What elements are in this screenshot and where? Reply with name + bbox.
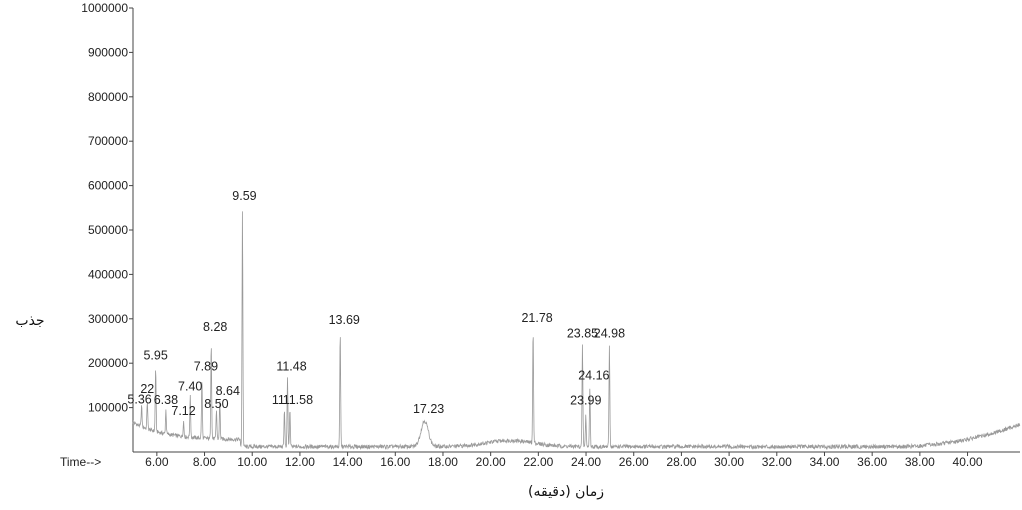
peak-label: 6.38: [154, 393, 178, 407]
peak-label: 23.85: [567, 326, 598, 340]
x-tick-label: 10.00: [237, 455, 267, 469]
x-tick-label: 22.00: [523, 455, 553, 469]
x-tick-label: 14.00: [333, 455, 363, 469]
x-tick-label: 12.00: [285, 455, 315, 469]
peak-label: 7.89: [194, 360, 218, 374]
peak-label: 5.36: [127, 392, 151, 406]
y-tick-label: 400000: [88, 267, 128, 281]
x-tick-label: 26.00: [619, 455, 649, 469]
x-tick-label: 16.00: [380, 455, 410, 469]
peak-label: 9.59: [232, 189, 256, 203]
y-tick-label: 500000: [88, 223, 128, 237]
chromatogram-trace: [132, 211, 1021, 451]
peak-label: 7.40: [178, 380, 202, 394]
x-tick-label: 34.00: [809, 455, 839, 469]
peak-label: 22: [140, 382, 154, 396]
y-tick-label: 1000000: [81, 1, 128, 15]
x-axis-prefix: Time-->: [60, 455, 101, 469]
x-tick-label: 36.00: [857, 455, 887, 469]
y-tick-label: 700000: [88, 134, 128, 148]
x-tick-label: 18.00: [428, 455, 458, 469]
y-tick-label: 200000: [88, 356, 128, 370]
x-tick-label: 30.00: [714, 455, 744, 469]
x-tick-label: 40.00: [953, 455, 983, 469]
x-axis-ticks: 6.00 8.00 10.00 12.00 14.00 16.00 18.00 20.00 22…: [145, 452, 983, 469]
y-axis-title: جذب: [15, 313, 44, 329]
peak-label: 13.69: [329, 313, 360, 327]
y-tick-label: 300000: [88, 312, 128, 326]
x-tick-label: 24.00: [571, 455, 601, 469]
x-tick-label: 32.00: [762, 455, 792, 469]
x-axis-title: زمان (دقیقه): [528, 484, 604, 500]
peak-label: 21.78: [521, 311, 552, 325]
peak-label: 24.98: [594, 326, 625, 340]
y-tick-label: 900000: [88, 45, 128, 59]
chart-axes: [132, 8, 1020, 453]
x-tick-label: 38.00: [905, 455, 935, 469]
peak-label: 8.28: [203, 320, 227, 334]
x-tick-label: 6.00: [145, 455, 169, 469]
peak-label: 24.16: [578, 369, 609, 383]
peak-label: 17.23: [413, 402, 444, 416]
y-tick-label: 800000: [88, 90, 128, 104]
peak-label: 11.48: [276, 360, 306, 374]
x-tick-label: 28.00: [666, 455, 696, 469]
y-tick-label: 600000: [88, 179, 128, 193]
peak-label: 8.50: [204, 397, 228, 411]
peak-label: 11.58: [283, 393, 313, 407]
peak-label: 5.95: [143, 349, 167, 363]
y-tick-label: 100000: [88, 401, 128, 415]
peak-label: 23.99: [570, 393, 601, 407]
peak-label: 11: [272, 393, 285, 407]
peak-label: 7.12: [171, 404, 195, 418]
x-tick-label: 20.00: [476, 455, 506, 469]
peak-label: 8.64: [216, 384, 240, 398]
x-tick-label: 8.00: [193, 455, 217, 469]
y-axis-ticks: 100000 200000 300000 400000 500000 600000 7000…: [81, 1, 133, 415]
